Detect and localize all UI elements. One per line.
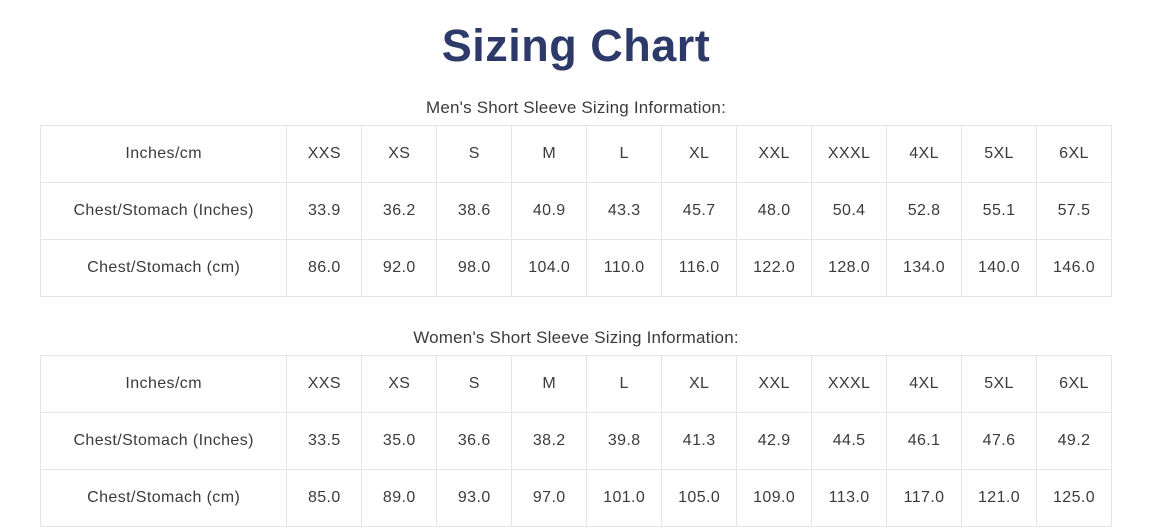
measurement-value-cell: 121.0: [961, 468, 1038, 527]
mens-table-caption: Men's Short Sleeve Sizing Information:: [426, 97, 726, 117]
size-header-cell: XXXL: [811, 354, 888, 413]
size-header-row: Inches/cm XXS XS S M L XL XXL XXXL 4XL 5XL 6XL: [39, 354, 1112, 413]
measurement-value-cell: 48.0: [736, 181, 813, 240]
size-header-cell: S: [436, 354, 513, 413]
measurement-value-cell: 38.6: [436, 181, 513, 240]
measurement-value-cell: 101.0: [586, 468, 663, 527]
measurement-value-cell: 85.0: [286, 468, 363, 527]
measurement-value-cell: 98.0: [436, 238, 513, 297]
womens-sizing-table: Inches/cm XXS XS S M L XL XXL XXXL 4XL 5XL 6XL Chest…: [39, 354, 1112, 527]
measurement-value-cell: 47.6: [961, 411, 1038, 470]
womens-sizing-section: Women's Short Sleeve Sizing Information:…: [39, 327, 1112, 527]
measurement-value-cell: 125.0: [1036, 468, 1112, 527]
measurement-value-cell: 42.9: [736, 411, 813, 470]
row-label-cell: Chest/Stomach (cm): [39, 468, 288, 527]
size-header-cell: 6XL: [1036, 354, 1112, 413]
womens-table-caption: Women's Short Sleeve Sizing Information:: [413, 327, 739, 347]
size-header-cell: L: [586, 124, 663, 183]
measurement-value-cell: 122.0: [736, 238, 813, 297]
measurement-value-cell: 140.0: [961, 238, 1038, 297]
measurement-value-cell: 33.5: [286, 411, 363, 470]
measurement-value-cell: 117.0: [886, 468, 963, 527]
measurement-value-cell: 105.0: [661, 468, 738, 527]
size-header-cell: 5XL: [961, 354, 1038, 413]
size-header-cell: XL: [661, 354, 738, 413]
measurement-value-cell: 36.2: [361, 181, 438, 240]
measurement-value-cell: 49.2: [1036, 411, 1112, 470]
measurement-value-cell: 36.6: [436, 411, 513, 470]
measurement-value-cell: 116.0: [661, 238, 738, 297]
measurement-value-cell: 128.0: [811, 238, 888, 297]
measurement-value-cell: 57.5: [1036, 181, 1112, 240]
size-header-cell: M: [511, 124, 588, 183]
measurement-value-cell: 43.3: [586, 181, 663, 240]
measurement-value-cell: 146.0: [1036, 238, 1112, 297]
measurement-value-cell: 55.1: [961, 181, 1038, 240]
measurement-value-cell: 92.0: [361, 238, 438, 297]
size-header-cell: XXXL: [811, 124, 888, 183]
size-header-cell: XXS: [286, 354, 363, 413]
mens-sizing-table: Inches/cm XXS XS S M L XL XXL XXXL 4XL 5XL 6XL Chest…: [39, 124, 1112, 297]
measurement-value-cell: 110.0: [586, 238, 663, 297]
measurement-value-cell: 38.2: [511, 411, 588, 470]
measurement-value-cell: 97.0: [511, 468, 588, 527]
measurement-value-cell: 44.5: [811, 411, 888, 470]
measurement-value-cell: 89.0: [361, 468, 438, 527]
page-title: Sizing Chart: [441, 20, 711, 71]
measurement-value-cell: 33.9: [286, 181, 363, 240]
measurement-value-cell: 35.0: [361, 411, 438, 470]
size-header-row: Inches/cm XXS XS S M L XL XXL XXXL 4XL 5XL 6XL: [39, 124, 1112, 183]
size-header-cell: XS: [361, 124, 438, 183]
row-label-cell: Chest/Stomach (cm): [39, 238, 288, 297]
measurement-value-cell: 41.3: [661, 411, 738, 470]
measurement-row: Chest/Stomach (Inches) 33.5 35.0 36.6 38.2 39…: [39, 411, 1112, 470]
size-header-cell: 5XL: [961, 124, 1038, 183]
row-label-cell: Chest/Stomach (Inches): [39, 411, 288, 470]
measurement-value-cell: 104.0: [511, 238, 588, 297]
measurement-value-cell: 40.9: [511, 181, 588, 240]
measurement-row: Chest/Stomach (cm) 85.0 89.0 93.0 97.0 101.0 1…: [39, 468, 1112, 527]
unit-header-cell: Inches/cm: [39, 354, 288, 413]
size-header-cell: 4XL: [886, 124, 963, 183]
measurement-value-cell: 50.4: [811, 181, 888, 240]
measurement-row: Chest/Stomach (Inches) 33.9 36.2 38.6 40.9 43…: [39, 181, 1112, 240]
measurement-value-cell: 46.1: [886, 411, 963, 470]
measurement-value-cell: 39.8: [586, 411, 663, 470]
measurement-value-cell: 52.8: [886, 181, 963, 240]
unit-header-cell: Inches/cm: [39, 124, 288, 183]
size-header-cell: XXL: [736, 124, 813, 183]
size-header-cell: M: [511, 354, 588, 413]
measurement-row: Chest/Stomach (cm) 86.0 92.0 98.0 104.0 110.0…: [39, 238, 1112, 297]
measurement-value-cell: 93.0: [436, 468, 513, 527]
size-header-cell: XS: [361, 354, 438, 413]
size-header-cell: L: [586, 354, 663, 413]
measurement-value-cell: 86.0: [286, 238, 363, 297]
size-header-cell: XXS: [286, 124, 363, 183]
measurement-value-cell: 109.0: [736, 468, 813, 527]
size-header-cell: XXL: [736, 354, 813, 413]
measurement-value-cell: 45.7: [661, 181, 738, 240]
measurement-value-cell: 134.0: [886, 238, 963, 297]
size-header-cell: 6XL: [1036, 124, 1112, 183]
size-header-cell: 4XL: [886, 354, 963, 413]
size-header-cell: S: [436, 124, 513, 183]
mens-sizing-section: Men's Short Sleeve Sizing Information: I…: [39, 97, 1112, 297]
measurement-value-cell: 113.0: [811, 468, 888, 527]
row-label-cell: Chest/Stomach (Inches): [39, 181, 288, 240]
size-header-cell: XL: [661, 124, 738, 183]
